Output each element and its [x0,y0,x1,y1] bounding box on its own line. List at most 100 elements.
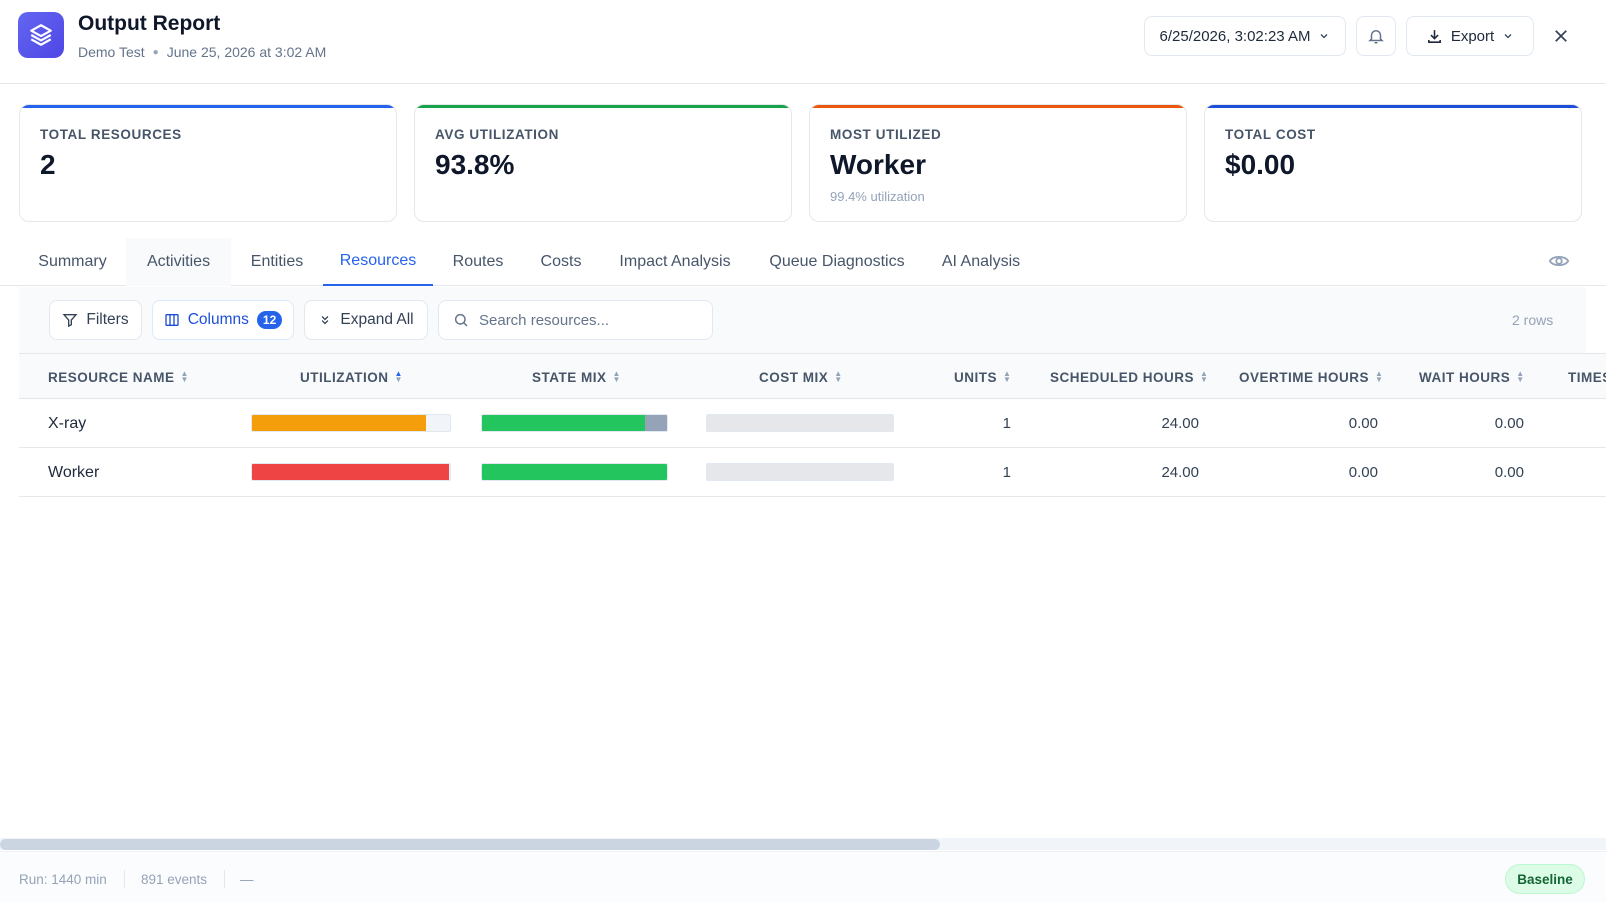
close-icon [1555,30,1567,42]
utilization-bar-fill [252,464,449,480]
columns-icon [165,314,179,326]
table-row[interactable]: Worker 1 24.00 0.00 0.00 [19,448,1606,497]
kpi-value: $0.00 [1225,149,1296,180]
sort-icon: ▲ ▼ [1200,369,1209,384]
scheduled-hours-value: 24.00 [1161,464,1199,481]
kpi-total-resources: TOTAL RESOURCES 2 [19,104,397,222]
column-header-times[interactable]: TIMES [1568,369,1606,385]
search-icon [454,313,468,327]
chevron-down-icon [1321,34,1328,39]
event-count: 891 events [141,872,208,887]
columns-button[interactable]: Columns 12 [152,300,294,340]
kpi-label: TOTAL RESOURCES [40,127,182,142]
tab-summary[interactable]: Summary [38,253,107,270]
column-header-wait-hours[interactable]: WAIT HOURS ▲ ▼ [1419,369,1525,385]
filters-button[interactable]: Filters [49,300,142,340]
kpi-value: 93.8% [435,149,515,180]
column-header-state-mix[interactable]: STATE MIX ▲ ▼ [532,369,621,385]
scenario-badge[interactable]: Baseline [1505,864,1585,894]
view-toggle-button[interactable] [1548,250,1572,274]
filters-label: Filters [86,311,129,328]
column-header-overtime-hours[interactable]: OVERTIME HOURS ▲ ▼ [1239,369,1384,385]
kpi-total-cost: TOTAL COST $0.00 [1204,104,1582,222]
search-box [438,300,713,340]
resource-name: X-ray [48,414,87,432]
tab-queue-diagnostics[interactable]: Queue Diagnostics [769,253,905,270]
kpi-label: TOTAL COST [1225,127,1316,142]
state-busy-segment [482,415,645,431]
state-busy-segment [482,464,667,480]
wait-hours-value: 0.00 [1494,415,1524,432]
tab-routes[interactable]: Routes [452,253,504,270]
sort-ascending-icon: ▲ ▼ [394,369,403,384]
column-header-scheduled-hours[interactable]: SCHEDULED HOURS ▲ ▼ [1050,369,1209,385]
close-button[interactable] [1547,22,1575,50]
sort-icon: ▲ ▼ [1516,369,1525,384]
kpi-accent-bar [20,105,396,108]
sort-icon: ▲ ▼ [612,369,621,384]
status-footer [0,851,1606,902]
row-count: 2 rows [1512,312,1554,328]
state-mix-bar [481,463,668,481]
column-header-resource-name[interactable]: RESOURCE NAME ▲ ▼ [48,369,189,385]
sort-icon: ▲ ▼ [180,369,189,384]
kpi-accent-bar [810,105,1186,108]
page-title: Output Report [78,12,221,35]
tab-impact-analysis[interactable]: Impact Analysis [619,253,731,270]
horizontal-scrollbar-thumb[interactable] [0,839,940,850]
tab-entities[interactable]: Entities [250,253,304,270]
tab-activities[interactable]: Activities [126,238,231,286]
footer-extra: — [240,872,254,887]
run-date: June 25, 2026 at 3:02 AM [166,44,327,60]
kpi-accent-bar [415,105,791,108]
table-row[interactable]: X-ray 1 24.00 0.00 0.00 [19,399,1606,448]
wait-hours-value: 0.00 [1494,464,1524,481]
chevron-down-icon [1504,34,1512,39]
sort-icon: ▲ ▼ [1003,369,1012,384]
expand-all-label: Expand All [340,311,414,328]
column-header-units[interactable]: UNITS ▲ ▼ [954,369,1012,385]
column-header-cost-mix[interactable]: COST MIX ▲ ▼ [759,369,843,385]
cost-mix-bar [706,414,894,432]
footer-divider [224,870,225,888]
resource-name: Worker [48,463,100,481]
kpi-label: AVG UTILIZATION [435,127,559,142]
separator-dot: ● [152,46,159,58]
column-header-utilization[interactable]: UTILIZATION ▲ ▼ [300,369,403,385]
export-button[interactable]: Export [1406,16,1534,56]
kpi-most-utilized: MOST UTILIZED Worker 99.4% utilization [809,104,1187,222]
kpi-value: Worker [830,149,926,180]
cost-mix-bar [706,463,894,481]
columns-label: Columns [187,311,249,328]
overtime-hours-value: 0.00 [1348,415,1378,432]
export-label: Export [1450,27,1495,45]
columns-count-badge: 12 [256,311,283,329]
footer-divider [124,870,125,888]
utilization-bar [251,414,451,432]
kpi-value: 2 [40,149,56,180]
download-icon [1427,29,1441,43]
utilization-bar [251,463,451,481]
overtime-hours-value: 0.00 [1348,464,1378,481]
run-duration: Run: 1440 min [19,872,107,887]
search-input[interactable] [479,311,699,329]
units-value: 1 [1002,415,1011,432]
units-value: 1 [1002,464,1011,481]
run-date-selector[interactable]: 6/25/2026, 3:02:23 AM [1144,16,1346,56]
state-idle-segment [644,415,667,431]
notifications-button[interactable] [1356,16,1396,56]
date-selector-value: 6/25/2026, 3:02:23 AM [1159,27,1311,45]
state-mix-bar [481,414,668,432]
tab-resources[interactable]: Resources [323,238,433,286]
kpi-note: 99.4% utilization [830,189,925,204]
kpi-label: MOST UTILIZED [830,127,942,142]
utilization-bar-fill [252,415,427,431]
filter-icon [62,314,78,328]
sort-icon: ▲ ▼ [1375,369,1384,384]
tab-costs[interactable]: Costs [540,253,582,270]
layers-icon [18,12,64,58]
expand-all-button[interactable]: Expand All [304,300,428,340]
report-header: Output Report Demo Test ● June 25, 2026 … [0,0,1606,84]
tab-ai-analysis[interactable]: AI Analysis [941,253,1021,270]
sort-icon: ▲ ▼ [834,369,843,384]
